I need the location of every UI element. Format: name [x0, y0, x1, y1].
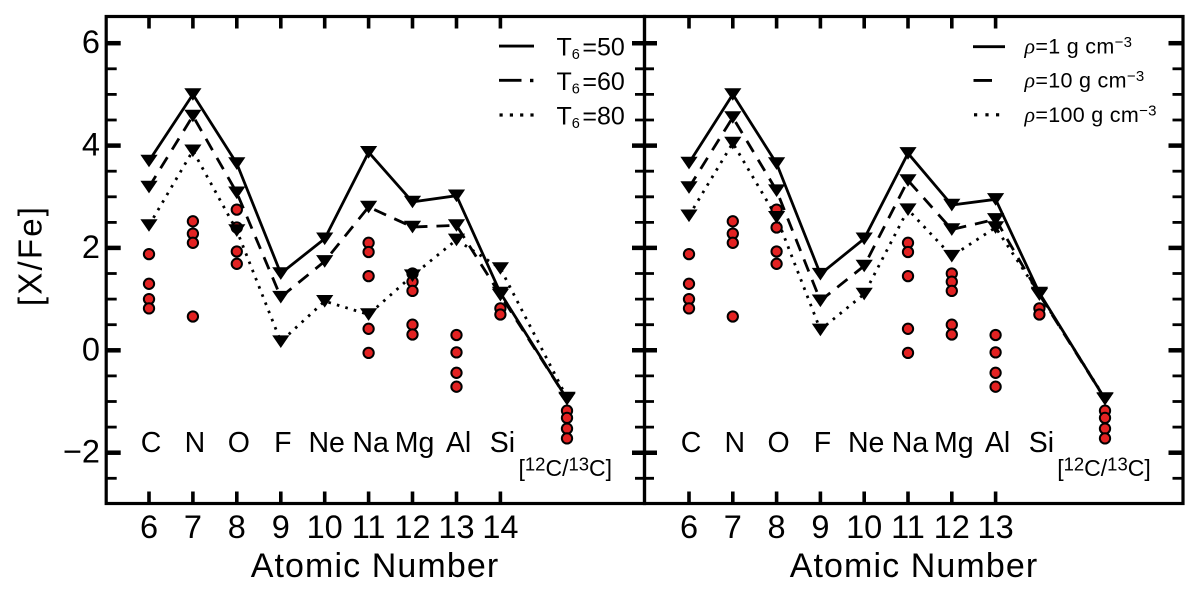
svg-text:Atomic Number: Atomic Number	[251, 547, 500, 585]
svg-text:Mg: Mg	[395, 427, 435, 459]
svg-text:10: 10	[846, 509, 882, 545]
svg-text:Al: Al	[985, 427, 1010, 459]
svg-text:13: 13	[978, 509, 1014, 545]
svg-text:ρ=1 g cm−3: ρ=1 g cm−3	[1024, 34, 1133, 59]
svg-text:8: 8	[768, 509, 786, 545]
svg-text:F: F	[814, 427, 831, 459]
svg-text:13: 13	[438, 509, 474, 545]
svg-text:4: 4	[82, 127, 100, 163]
svg-text:8: 8	[228, 509, 246, 545]
svg-text:6: 6	[82, 24, 100, 60]
svg-text:2: 2	[82, 229, 100, 265]
svg-text:O: O	[228, 427, 250, 459]
svg-text:Al: Al	[446, 427, 471, 459]
svg-text:Na: Na	[352, 427, 389, 459]
svg-text:F: F	[274, 427, 291, 459]
svg-text:11: 11	[352, 509, 386, 545]
svg-text:Mg: Mg	[934, 427, 974, 459]
svg-text:7: 7	[184, 509, 202, 545]
svg-text:10: 10	[307, 509, 343, 545]
svg-text:ρ=100 g cm−3: ρ=100 g cm−3	[1024, 102, 1157, 127]
svg-text:T6=60: T6 =60	[557, 68, 625, 98]
svg-text:Ne: Ne	[848, 427, 884, 459]
svg-text:Atomic Number: Atomic Number	[790, 547, 1039, 585]
svg-text:[X/Fe]: [X/Fe]	[12, 205, 49, 306]
svg-text:6: 6	[140, 509, 158, 545]
svg-text:O: O	[768, 427, 790, 459]
svg-text:12: 12	[934, 509, 970, 545]
svg-text:T6=50: T6 =50	[557, 34, 625, 64]
svg-text:11: 11	[891, 509, 925, 545]
svg-text:C: C	[681, 427, 702, 459]
svg-text:N: N	[725, 427, 746, 459]
svg-text:14: 14	[482, 509, 518, 545]
svg-text:0: 0	[82, 331, 100, 367]
svg-text:−2: −2	[63, 434, 100, 470]
svg-text:C: C	[141, 427, 162, 459]
svg-text:Si: Si	[490, 427, 515, 459]
svg-text:9: 9	[811, 509, 829, 545]
svg-text:7: 7	[724, 509, 742, 545]
svg-text:6: 6	[680, 509, 698, 545]
svg-text:Na: Na	[892, 427, 929, 459]
svg-text:ρ=10 g cm−3: ρ=10 g cm−3	[1024, 67, 1145, 92]
svg-text:Ne: Ne	[308, 427, 344, 459]
svg-text:12: 12	[394, 509, 430, 545]
svg-text:9: 9	[272, 509, 290, 545]
svg-text:Si: Si	[1029, 427, 1054, 459]
svg-text:N: N	[185, 427, 206, 459]
svg-text:T6=80: T6 =80	[557, 103, 625, 133]
